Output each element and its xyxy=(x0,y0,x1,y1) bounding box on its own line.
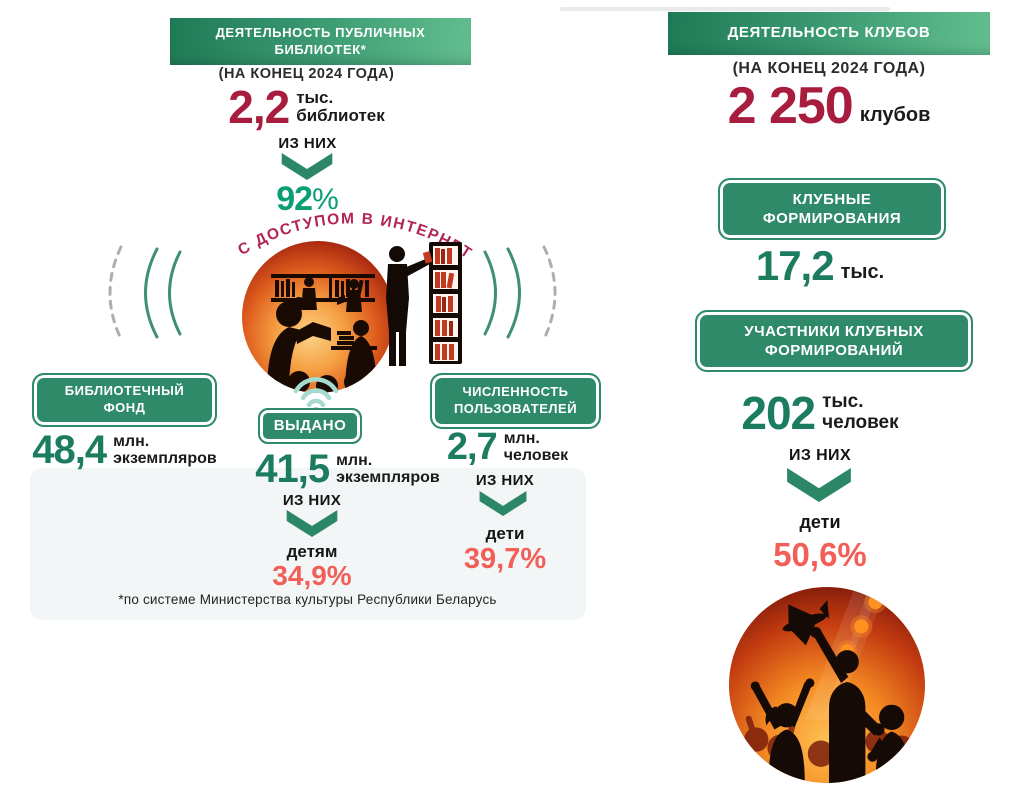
arc-waves-left xyxy=(108,245,182,341)
users-children-label: дети xyxy=(425,524,585,544)
libraries-total-stat: 2,2 тыс. библиотек xyxy=(170,84,443,130)
users-title-text: ЧИСЛЕННОСТЬ ПОЛЬЗОВАТЕЛЕЙ xyxy=(453,384,578,416)
formations-title-text: КЛУБНЫЕ ФОРМИРОВАНИЯ xyxy=(762,190,902,228)
chevron-down-icon xyxy=(479,491,527,516)
clubs-total-stat: 2 250 клубов xyxy=(668,80,990,132)
fund-title-text: БИБЛИОТЕЧНЫЙ ФОНД xyxy=(64,383,185,415)
libraries-subtitle-text: (НА КОНЕЦ 2024 ГОДА) xyxy=(218,66,395,82)
unit-top: млн. xyxy=(113,432,150,450)
users-children-pct: 39,7% xyxy=(425,543,585,576)
internet-percentage: 92 % xyxy=(180,180,435,219)
formations-value: 17,2 xyxy=(755,242,835,289)
participants-children-label: дети xyxy=(695,512,945,533)
issued-of-them-label: ИЗ НИХ xyxy=(232,492,392,509)
participants-title-box: УЧАСТНИКИ КЛУБНЫХ ФОРМИРОВАНИЙ xyxy=(695,310,973,372)
libraries-banner: ДЕЯТЕЛЬНОСТЬ ПУБЛИЧНЫХ БИБЛИОТЕК* xyxy=(170,18,471,65)
pct-text: 50,6% xyxy=(773,536,867,573)
users-value: 2,7 xyxy=(446,426,498,468)
issued-title-text: ВЫДАНО xyxy=(273,417,347,435)
unit-top: тыс. xyxy=(822,391,864,413)
pct-text: 39,7% xyxy=(463,543,547,575)
left-bottom-panel xyxy=(30,468,586,620)
chevron-down-icon xyxy=(787,468,851,502)
users-units: млн. человек xyxy=(504,430,568,465)
formations-title-box: КЛУБНЫЕ ФОРМИРОВАНИЯ xyxy=(718,178,946,240)
unit-bottom: человек xyxy=(503,447,569,464)
participants-units: тыс. человек xyxy=(822,392,899,433)
unit-top: млн. xyxy=(503,429,540,447)
fund-units: млн. экземпляров xyxy=(113,433,217,468)
library-scene-image xyxy=(242,241,394,393)
clubs-banner: ДЕЯТЕЛЬНОСТЬ КЛУБОВ xyxy=(668,12,990,55)
internet-pct-sign: % xyxy=(312,182,339,216)
of-them-text: ИЗ НИХ xyxy=(788,447,852,464)
issued-title-box: ВЫДАНО xyxy=(258,408,362,444)
formations-stat: 17,2 тыс. xyxy=(718,245,922,287)
issued-stat: 41,5 млн. экземпляров xyxy=(240,449,455,489)
unit-bottom: экземпляров xyxy=(113,450,217,467)
footnote: *по системе Министерства культуры Респуб… xyxy=(60,592,555,607)
clubs-subtitle-text: (НА КОНЕЦ 2024 ГОДА) xyxy=(732,60,926,77)
unit-bottom: человек xyxy=(822,412,899,433)
users-title-box: ЧИСЛЕННОСТЬ ПОЛЬЗОВАТЕЛЕЙ xyxy=(430,373,601,429)
libraries-total-value: 2,2 xyxy=(228,81,290,133)
issued-children-pct: 34,9% xyxy=(232,560,392,592)
participants-stat: 202 тыс. человек xyxy=(695,390,945,436)
children-text: дети xyxy=(485,524,525,543)
internet-pct-value: 92 xyxy=(276,180,313,218)
participants-of-them-label: ИЗ НИХ xyxy=(695,447,945,465)
arc-waves-right xyxy=(483,245,557,341)
clubs-subtitle: (НА КОНЕЦ 2024 ГОДА) xyxy=(668,60,990,78)
footnote-text: *по системе Министерства культуры Респуб… xyxy=(118,592,497,607)
libraries-total-units: тыс. библиотек xyxy=(296,87,385,126)
unit-top: млн. xyxy=(336,451,373,469)
clubs-total-unit: клубов xyxy=(859,104,931,126)
chevron-down-icon xyxy=(286,510,338,537)
participants-value: 202 xyxy=(741,387,816,439)
fund-value: 48,4 xyxy=(32,428,107,472)
children-text: детям xyxy=(286,542,338,561)
users-of-them-label: ИЗ НИХ xyxy=(425,472,585,489)
unit-bottom: экземпляров xyxy=(336,469,440,486)
libraries-subtitle: (НА КОНЕЦ 2024 ГОДА) xyxy=(170,66,443,82)
decorative-strip xyxy=(560,7,890,11)
clubs-total-value: 2 250 xyxy=(727,77,854,135)
unit-top: тыс. xyxy=(296,87,334,107)
children-scene-image xyxy=(729,587,925,783)
fund-stat: 48,4 млн. экземпляров xyxy=(12,430,237,470)
participants-children-pct: 50,6% xyxy=(695,536,945,574)
libraries-banner-label: ДЕЯТЕЛЬНОСТЬ ПУБЛИЧНЫХ БИБЛИОТЕК* xyxy=(215,25,426,57)
children-text: дети xyxy=(799,512,841,532)
pct-text: 34,9% xyxy=(272,560,352,591)
users-stat: 2,7 млн. человек xyxy=(420,428,595,466)
issued-children-label: детям xyxy=(232,542,392,562)
issued-value: 41,5 xyxy=(255,447,330,491)
of-them-text: ИЗ НИХ xyxy=(278,135,337,152)
issued-units: млн. экземпляров xyxy=(336,452,440,487)
formations-unit: тыс. xyxy=(840,261,885,283)
libraries-of-them-label: ИЗ НИХ xyxy=(180,135,435,152)
clubs-banner-label: ДЕЯТЕЛЬНОСТЬ КЛУБОВ xyxy=(727,24,931,42)
participants-title-text: УЧАСТНИКИ КЛУБНЫХ ФОРМИРОВАНИЙ xyxy=(744,322,924,360)
man-at-bookshelf-image xyxy=(386,242,462,366)
fund-title-box: БИБЛИОТЕЧНЫЙ ФОНД xyxy=(32,373,217,427)
unit-bottom: библиотек xyxy=(296,106,385,125)
chevron-down-icon xyxy=(281,153,333,180)
of-them-text: ИЗ НИХ xyxy=(282,492,342,509)
of-them-text: ИЗ НИХ xyxy=(475,472,535,489)
